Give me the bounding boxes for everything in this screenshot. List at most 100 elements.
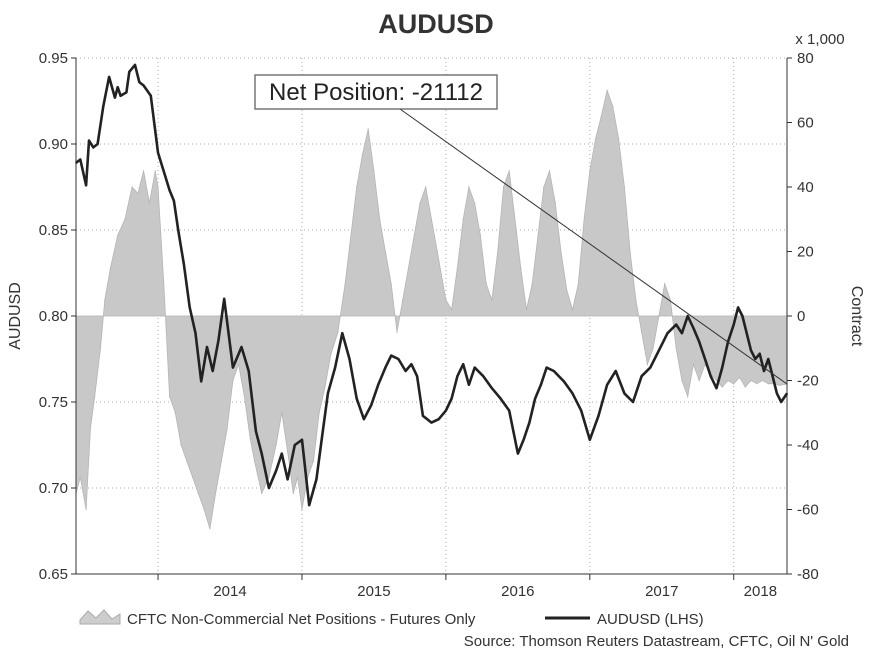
source-note: Source: Thomson Reuters Datastream, CFTC… [464,633,849,650]
cftc-point [163,283,165,285]
x-axis-tick-label: 2015 [357,583,390,600]
cftc-point [531,283,533,285]
audusd-line-series [75,63,789,507]
right-axis-tick-label: 60 [797,115,814,132]
annotation-leader-line [399,108,788,385]
cftc-point [180,444,182,446]
cftc-point [390,283,392,285]
cftc-point [629,250,631,253]
audusd-point [142,84,145,87]
audusd-point [482,375,485,378]
audusd-point [390,354,393,357]
x-axis-tick-label: 2018 [744,583,777,600]
audusd-point [348,358,351,360]
cftc-point [479,234,481,236]
cftc-point [238,363,240,365]
cftc-point [131,186,133,188]
cftc-point [761,379,764,382]
audusd-point [741,315,744,317]
cftc-point [384,250,386,253]
cftc-point [436,250,438,253]
cftc-point [104,299,106,301]
audusd-point [750,349,752,352]
audusd-point [255,430,257,433]
cftc-point [157,186,159,188]
cftc-point [197,492,199,494]
audusd-point [85,184,87,187]
audusd-point [658,349,660,352]
cftc-point [318,412,320,414]
audusd-point [758,353,761,355]
audusd-point [632,401,634,403]
audusd-point [771,375,774,378]
cftc-point [618,138,620,140]
cftc-point [117,234,119,236]
audusd-point [462,363,465,366]
cftc-point [281,412,283,414]
cftc-point [497,250,499,253]
cftc-point [721,386,723,388]
audusd-line [75,63,789,507]
chart-text: AUDUSD x 1,000 AUDUSD Contract Source: T… [7,9,865,650]
cftc-point [79,476,81,478]
cftc-point [623,186,626,188]
audusd-point [183,263,185,266]
cftc-point [474,202,476,204]
cftc-point [571,309,574,311]
right-axis-multiplier: x 1,000 [795,31,844,48]
cftc-point [744,386,746,388]
audusd-point [119,95,122,97]
cftc-area [75,88,788,530]
annotation-text: Net Position: -21112 [269,79,483,106]
audusd-point [698,341,700,343]
right-axis-tick-label: -80 [797,566,819,583]
audusd-point [597,415,600,417]
cftc-point [756,383,758,385]
cftc-point [537,234,539,236]
audusd-point [232,366,234,369]
audusd-point [125,91,128,94]
audusd-point [206,346,208,348]
audusd-point [116,86,119,88]
cftc-point [583,218,585,220]
cftc-point [704,363,706,365]
audusd-point [571,392,574,395]
audusd-point [108,76,110,78]
audusd-point [281,452,283,455]
audusd-point [363,418,365,421]
audusd-point [528,421,531,424]
cftc-point [292,492,294,494]
cftc-point [468,186,470,188]
audusd-point [508,409,511,412]
cftc-point [361,154,363,156]
cftc-point [715,379,718,382]
audusd-point [286,478,289,481]
audusd-point [200,380,202,383]
cftc-point [577,283,579,285]
audusd-point [767,358,770,360]
cftc-point [215,492,217,494]
audusd-point [211,370,214,372]
audusd-point [534,397,536,400]
cftc-point [287,450,289,452]
cftc-point [407,267,410,269]
axes: 0.65 0.70 0.75 0.80 0.85 0.90 0.95 -80 -60 -40 -20… [39,50,819,600]
annotation: Net Position: -21112 [254,74,788,385]
audusd-point [223,298,225,300]
audusd-point [776,392,778,395]
audusd-point [168,189,171,192]
right-axis-tick-label: -20 [797,373,819,390]
audusd-point [410,363,413,366]
audusd-point [499,397,502,400]
audusd-point [75,162,77,164]
x-axis-tick-label: 2014 [213,583,246,600]
audusd-point [681,332,683,335]
audusd-point [540,384,542,386]
audusd-point [163,170,165,173]
right-axis-tick-label: -40 [797,437,819,454]
cftc-point [419,202,421,204]
cftc-point [675,347,677,349]
audusd-point [377,384,380,386]
cftc-point [249,437,251,440]
